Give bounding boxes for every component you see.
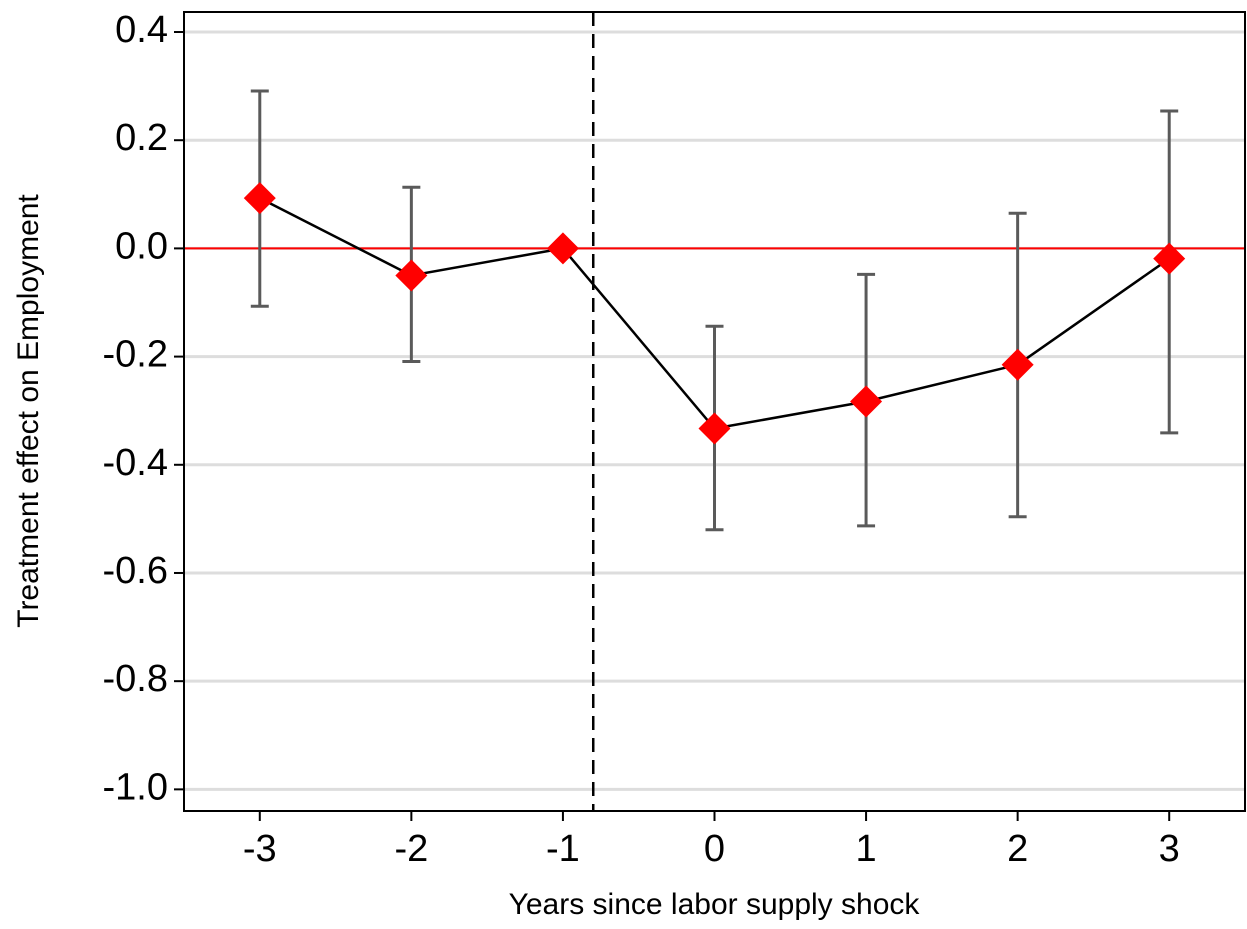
x-tick-label: 2 [1007, 828, 1028, 870]
marker [1001, 348, 1034, 381]
x-tick-label: -3 [243, 828, 277, 870]
x-tick-label: -2 [394, 828, 428, 870]
x-tick-label: 0 [704, 828, 725, 870]
x-axis-label: Years since labor supply shock [509, 888, 921, 921]
y-tick-label: 0.4 [115, 9, 168, 51]
y-axis-label: Treatment effect on Employment [12, 194, 45, 628]
marker [243, 182, 276, 215]
marker [850, 385, 883, 418]
y-tick-label: -0.2 [103, 334, 168, 376]
plot-frame [183, 11, 1246, 812]
y-tick-label: 0.2 [115, 117, 168, 159]
marker [698, 412, 731, 445]
y-tick-label: -1.0 [103, 766, 168, 808]
marker [1153, 242, 1186, 275]
marker [395, 259, 428, 292]
y-tick-label: 0.0 [115, 225, 168, 267]
x-tick-label: 1 [856, 828, 877, 870]
x-tick-label: 3 [1159, 828, 1180, 870]
x-tick-label: -1 [546, 828, 580, 870]
y-tick-label: -0.4 [103, 442, 168, 484]
marker [546, 232, 579, 265]
y-tick-label: -0.6 [103, 550, 168, 592]
y-tick-label: -0.8 [103, 658, 168, 700]
